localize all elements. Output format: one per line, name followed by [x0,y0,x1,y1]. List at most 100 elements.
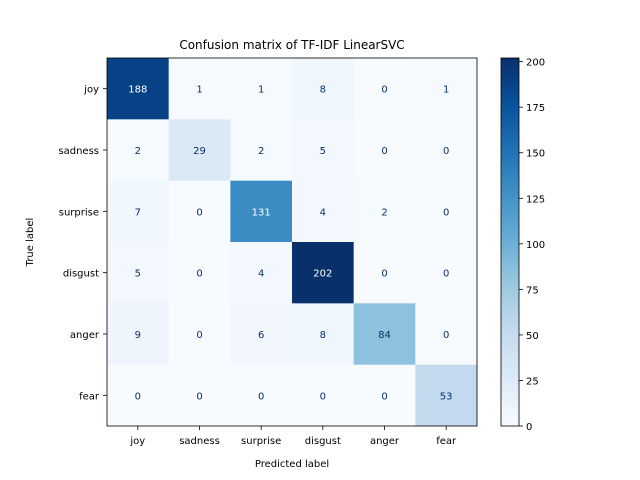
heatmap-cell [107,58,170,120]
cell-value-label: 29 [193,146,206,157]
x-tick-label: surprise [241,436,281,447]
y-tick-label: sadness [58,146,99,157]
heatmap-cell [168,303,231,366]
cell-value-label: 0 [196,207,202,218]
colorbar-tick-label: 150 [526,149,545,160]
plot-frame [106,57,478,427]
heatmap-cell [168,119,231,182]
colorbar-tick-label: 50 [526,331,539,342]
heatmap-cell [292,303,355,366]
cell-value-label: 202 [313,269,332,280]
heatmap-cell [292,242,355,304]
cell-value-label: 0 [443,330,449,341]
cell-value-label: 0 [381,85,387,96]
heatmap-cell [107,242,170,304]
cell-value-label: 5 [135,269,141,280]
heatmap-cell [415,180,478,243]
heatmap-cell [230,364,293,427]
y-tick-label: disgust [63,269,99,280]
heatmap-cell [107,180,170,243]
colorbar [500,57,520,427]
cell-value-label: 0 [320,391,326,402]
cell-value-label: 4 [320,207,326,218]
cell-value-label: 0 [196,391,202,402]
cell-value-label: 0 [381,391,387,402]
x-tick-label: joy [129,436,145,447]
cell-value-label: 1 [443,85,449,96]
heatmap-cell [168,242,231,304]
cell-value-label: 5 [320,146,326,157]
heatmap-cell [415,242,478,304]
colorbar-tick-label: 125 [526,194,545,205]
x-tick-label: sadness [179,436,220,447]
heatmap-cell [292,180,355,243]
heatmap-cell [230,180,293,243]
heatmap-cell [107,303,170,366]
colorbar-tick-label: 25 [526,376,539,387]
heatmap-cell [353,364,416,427]
y-tick-label: anger [70,330,100,341]
cell-value-label: 0 [381,269,387,280]
cell-value-label: 0 [196,269,202,280]
heatmap-cell [415,364,478,427]
x-tick-label: fear [436,436,457,447]
heatmap-cell [353,119,416,182]
cell-value-label: 4 [258,269,264,280]
heatmap-cell [353,303,416,366]
chart-title: Confusion matrix of TF-IDF LinearSVC [179,38,404,52]
heatmap-cell [168,180,231,243]
x-tick-label: anger [370,436,400,447]
heatmap-cell [292,119,355,182]
cell-value-label: 0 [196,330,202,341]
cell-value-label: 8 [320,85,326,96]
heatmap-cells [107,58,478,427]
heatmap-cell [168,364,231,427]
cell-value-label: 9 [135,330,141,341]
cell-value-label: 6 [258,330,264,341]
heatmap-cell [292,364,355,427]
heatmap-cell [415,303,478,366]
cell-value-label: 53 [440,391,453,402]
cell-value-label: 0 [381,146,387,157]
y-axis-label: True label [25,218,36,268]
heatmap-cell [292,58,355,120]
cell-value-label: 131 [252,207,271,218]
y-tick-label: fear [79,391,100,402]
cell-value-label: 8 [320,330,326,341]
heatmap-cell [415,119,478,182]
y-tick-label: joy [83,85,99,96]
heatmap-cell-labels: 188 1 1 8 0 1 2 29 2 5 0 0 7 0 131 4 2 0 5 0 4 202 0 0 9 0 6 8 84 0 0 0… [128,85,452,403]
heatmap-cell [230,58,293,120]
cell-value-label: 1 [258,85,264,96]
cell-value-label: 1 [196,85,202,96]
cell-value-label: 0 [135,391,141,402]
heatmap-cell [353,180,416,243]
colorbar-tick-label: 200 [526,58,545,69]
heatmap-cell [230,119,293,182]
x-axis-label: Predicted label [255,459,329,470]
heatmap-cell [168,58,231,120]
x-axis-ticks: joy sadness surprise disgust anger fear [129,426,457,447]
cell-value-label: 0 [443,146,449,157]
cell-value-label: 2 [135,146,141,157]
cell-value-label: 188 [128,85,147,96]
heatmap-cell [107,119,170,182]
heatmap-cell [107,364,170,427]
colorbar-ticks: 0 25 50 75 100 125 150 175 200 [519,58,545,433]
heatmap-cell [353,58,416,120]
heatmap-cell [230,303,293,366]
colorbar-tick-label: 100 [526,240,545,251]
cell-value-label: 0 [258,391,264,402]
cell-value-label: 2 [381,207,387,218]
cell-value-label: 0 [443,269,449,280]
heatmap-cell [415,58,478,120]
cell-value-label: 0 [443,207,449,218]
y-tick-label: surprise [59,207,99,218]
y-axis-ticks: joy sadness surprise disgust anger fear [58,85,107,402]
colorbar-tick-label: 0 [526,422,532,433]
cell-value-label: 7 [135,207,141,218]
colorbar-tick-label: 75 [526,285,539,296]
cell-value-label: 2 [258,146,264,157]
